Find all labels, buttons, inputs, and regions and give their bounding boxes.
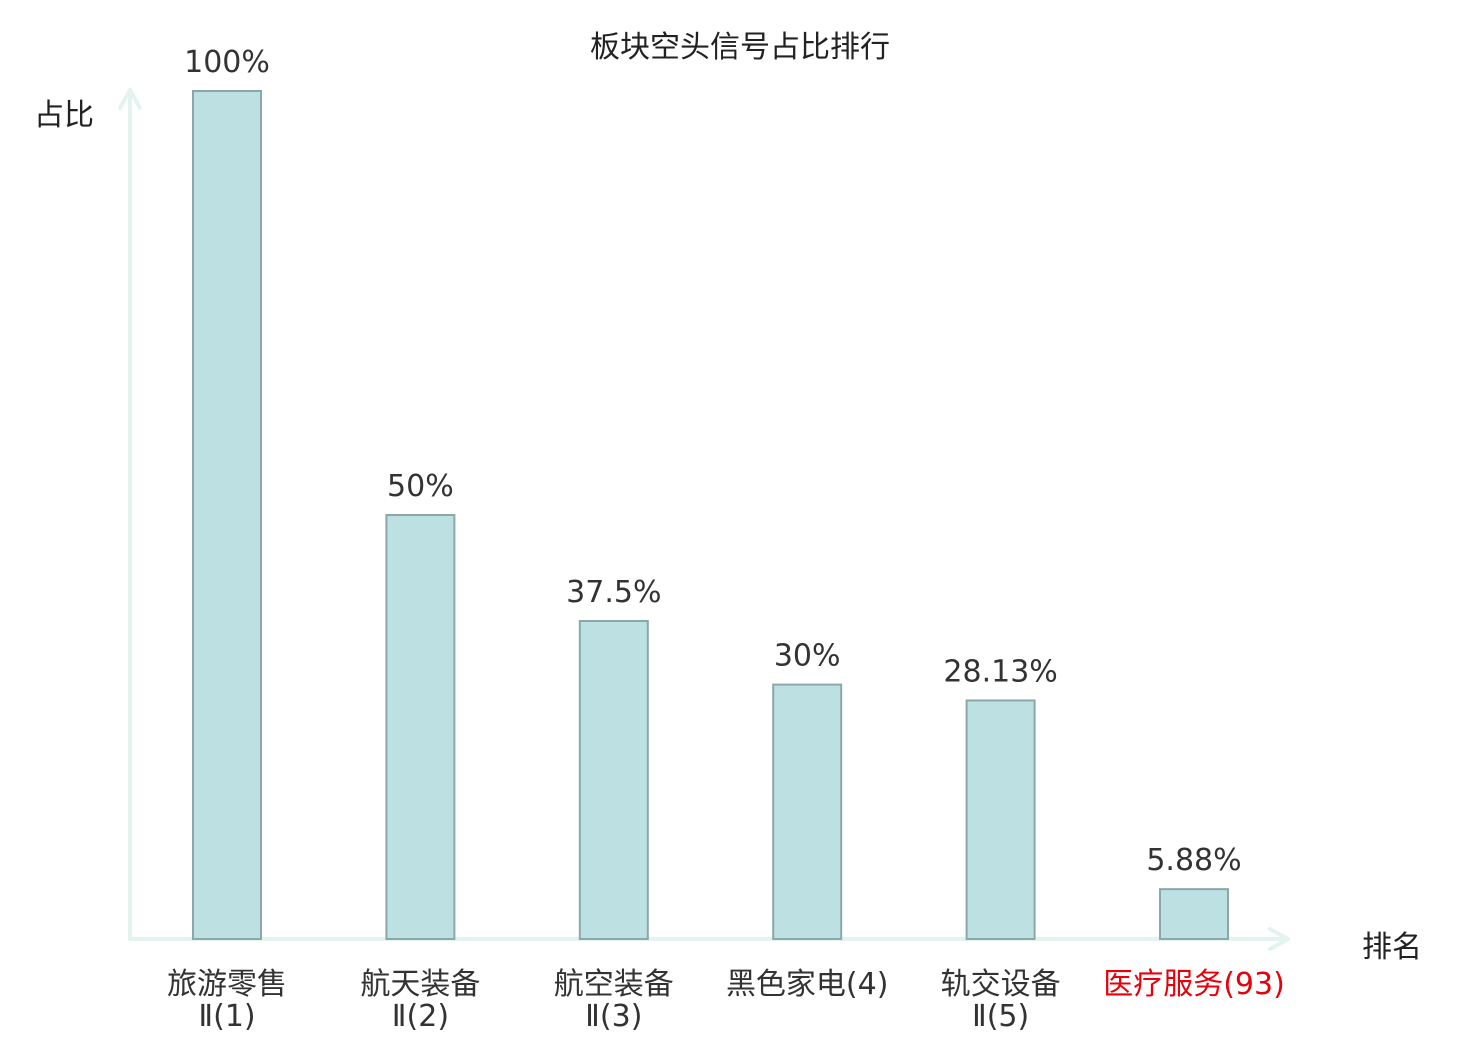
y-axis-arrow-icon — [118, 88, 142, 110]
data-label: 28.13% — [943, 654, 1057, 689]
category-rank-label: Ⅱ(5) — [972, 999, 1029, 1034]
data-label: 50% — [387, 469, 454, 504]
category-tick-label: 航空装备 — [554, 967, 674, 1002]
category-tick-label: 黑色家电(4) — [726, 967, 889, 1002]
bars — [192, 90, 1229, 940]
category-tick-label: 航天装备 — [360, 967, 480, 1002]
data-label: 37.5% — [566, 575, 661, 610]
bar — [192, 90, 262, 940]
bar — [1159, 888, 1229, 940]
bar — [385, 514, 456, 940]
category-tick-label: 轨交设备 — [941, 967, 1061, 1002]
category-rank-label: Ⅱ(2) — [392, 999, 449, 1034]
category-tick-label: 旅游零售 — [167, 967, 287, 1002]
data-label: 30% — [774, 639, 841, 674]
value-labels: 100% 50% 37.5% 30% 28.13% 5.88% — [184, 45, 1242, 878]
category-rank-label: Ⅱ(3) — [585, 999, 642, 1034]
y-axis-label: 占比 — [34, 98, 94, 133]
category-rank-label: Ⅱ(1) — [198, 999, 255, 1034]
x-axis-label: 排名 — [1362, 930, 1422, 965]
x-axis-arrow-icon — [1268, 927, 1290, 951]
bar — [772, 683, 843, 940]
bar — [578, 620, 649, 940]
category-tick-label: 医疗服务(93) — [1103, 967, 1285, 1002]
axes — [118, 88, 1290, 951]
data-label: 100% — [184, 45, 270, 80]
data-label: 5.88% — [1146, 843, 1241, 878]
chart-title: 板块空头信号占比排行 — [590, 30, 890, 65]
bar — [965, 699, 1036, 940]
